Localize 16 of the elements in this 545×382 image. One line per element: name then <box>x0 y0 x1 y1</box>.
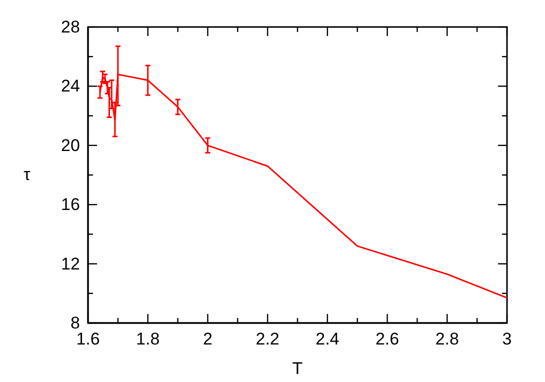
y-tick-label: 24 <box>60 76 80 96</box>
x-tick-label: 2.8 <box>435 330 459 349</box>
y-tick-label: 16 <box>60 195 80 214</box>
y-tick-label: 28 <box>60 17 80 36</box>
y-tick-label: 8 <box>70 313 80 332</box>
x-axis-title: T <box>292 359 303 378</box>
x-tick-label: 2.2 <box>256 330 280 349</box>
y-axis-title: τ <box>24 165 31 184</box>
x-tick-label: 3 <box>502 330 512 349</box>
y-tick-label: 20 <box>60 136 80 155</box>
x-tick-label: 1.8 <box>136 330 160 349</box>
x-tick-label: 1.6 <box>76 330 100 349</box>
y-tick-label: 12 <box>60 254 80 274</box>
x-tick-label: 2.4 <box>316 330 340 349</box>
x-tick-label: 2.6 <box>375 330 400 349</box>
x-tick-label: 2 <box>202 330 212 349</box>
